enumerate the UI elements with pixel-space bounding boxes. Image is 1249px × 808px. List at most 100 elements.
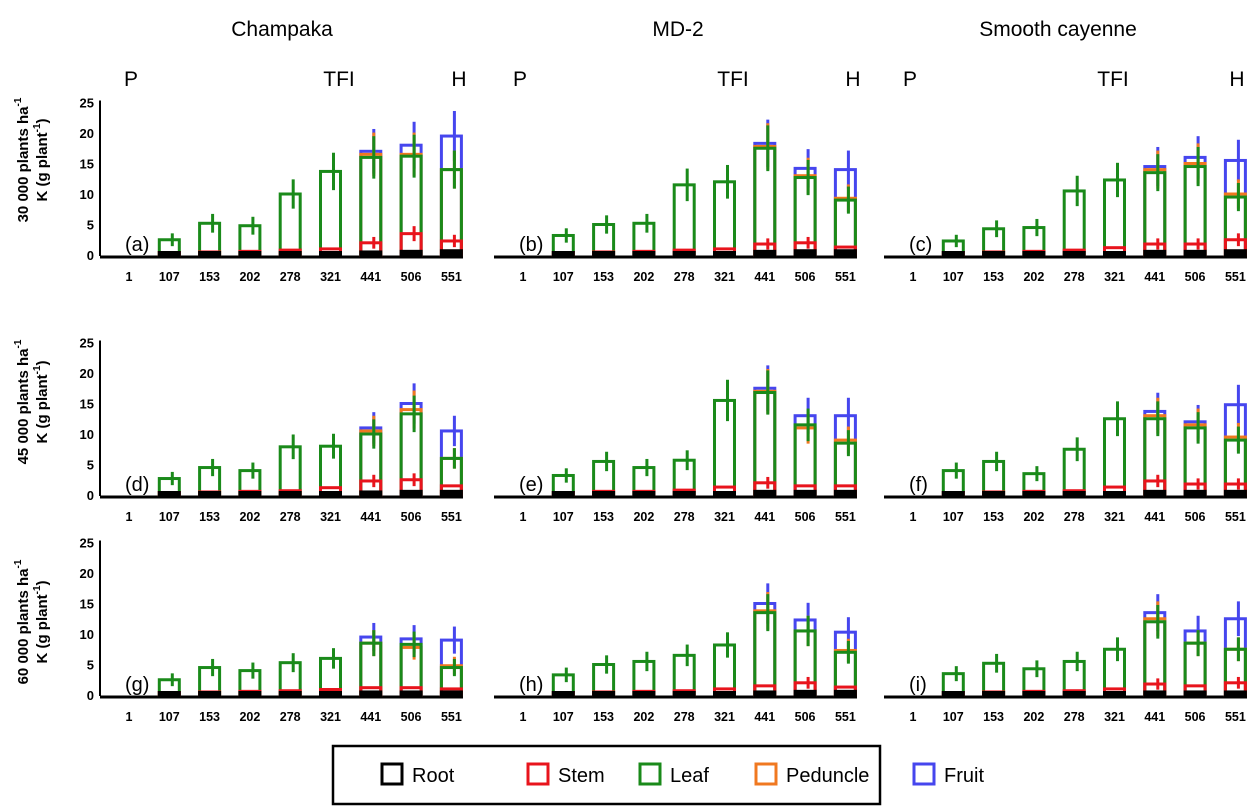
x-tick-label: 321	[320, 710, 341, 724]
bar-fruit	[359, 426, 383, 497]
bar-root	[1062, 491, 1086, 497]
panel-e: (e) 1 107 153 202 278 321 441 506 551	[494, 365, 857, 524]
x-tick-label: 321	[714, 270, 735, 284]
x-tick-label: 202	[239, 510, 260, 524]
svg-text:45 000 plants ha-1: 45 000 plants ha-1	[13, 339, 32, 464]
bar-root	[439, 249, 463, 257]
panel-i: (i) 1 107 153 202 278 321 441 506 551	[884, 594, 1247, 724]
x-tick-label: 551	[441, 270, 462, 284]
panel-d: 0 5 10 15 20 25 (d) 1 107 153 202 278 321 441 506 551	[80, 336, 463, 524]
bar-leaf	[672, 653, 696, 697]
panel-label: (f)	[909, 474, 928, 496]
legend-label-stem: Stem	[558, 765, 605, 787]
bar-peduncle	[359, 152, 383, 257]
x-tick-label: 153	[199, 510, 220, 524]
bar-root	[399, 489, 423, 497]
bar-root	[1183, 489, 1207, 497]
bar-root	[713, 491, 736, 497]
bar-root	[753, 249, 777, 257]
x-tick-label: 278	[280, 510, 301, 524]
x-tick-label: 202	[239, 710, 260, 724]
legend-label-root: Root	[412, 765, 455, 787]
column-title-smooth-cayenne: Smooth cayenne	[979, 18, 1137, 41]
bar-peduncle	[1143, 168, 1167, 257]
x-tick-label: 321	[714, 510, 735, 524]
y-tick-label: 20	[80, 126, 94, 141]
panel-c: (c) 1 107 153 202 278 321 441 506 551	[884, 136, 1247, 284]
bar-peduncle	[359, 429, 383, 497]
bar-leaf	[198, 221, 222, 257]
panel-b: (b) 1 107 153 202 278 321 441 506 551	[494, 119, 857, 284]
bar-root	[632, 491, 656, 497]
bar-leaf	[982, 661, 1006, 697]
bar-root	[753, 489, 777, 497]
bar-peduncle	[1223, 192, 1247, 257]
bar-root	[713, 691, 736, 697]
x-tick-label: 202	[1023, 710, 1044, 724]
y-tick-label: 15	[80, 597, 94, 612]
bar-fruit	[833, 168, 857, 257]
bar-root	[713, 251, 736, 257]
legend-swatch-stem	[526, 762, 550, 786]
bar-root	[793, 489, 817, 497]
y-tick-label: 15	[80, 397, 94, 412]
bar-root	[359, 690, 383, 697]
bar-root	[278, 491, 302, 497]
bar-leaf	[753, 146, 777, 257]
bar-root	[1103, 691, 1126, 697]
bar-root	[793, 689, 817, 697]
x-tick-label: 441	[360, 510, 381, 524]
x-tick-label: 506	[401, 710, 422, 724]
bar-root	[319, 251, 342, 257]
y-tick-label: 20	[80, 366, 94, 381]
y-tick-label: 0	[87, 488, 94, 503]
bar-leaf	[1103, 178, 1126, 257]
bar-fruit	[399, 402, 423, 497]
bar-fruit	[753, 141, 777, 257]
bar-peduncle	[1183, 162, 1207, 257]
stage-marker-p: P	[903, 68, 917, 91]
legend: Root Stem Leaf Peduncle Fruit	[331, 744, 984, 806]
bar-root	[1143, 690, 1167, 697]
x-tick-label: 202	[633, 270, 654, 284]
row-label-60000: 60 000 plants ha-1 K (g plant-1)	[13, 559, 51, 684]
bar-peduncle	[1223, 647, 1247, 697]
bar-fruit	[1223, 403, 1247, 497]
x-tick-label: 506	[1185, 510, 1206, 524]
bar-root	[198, 491, 222, 497]
x-tick-label: 441	[1144, 510, 1165, 524]
bar-root	[632, 691, 656, 697]
bar-leaf	[319, 169, 342, 257]
bar-leaf	[359, 155, 383, 257]
x-tick-label: 107	[553, 710, 574, 724]
bar-root	[672, 251, 696, 257]
column-title-champaka: Champaka	[231, 18, 333, 41]
y-tick-label: 10	[80, 627, 94, 642]
y-tick-label: 10	[80, 427, 94, 442]
bar-root	[278, 251, 302, 257]
bar-root	[1223, 489, 1247, 497]
x-tick-label: 1	[520, 270, 527, 284]
panel-label: (d)	[125, 474, 149, 496]
x-tick-label: 506	[1185, 710, 1206, 724]
y-tick-label: 25	[80, 336, 94, 351]
bar-leaf	[753, 611, 777, 697]
x-tick-label: 441	[754, 510, 775, 524]
bar-root	[1143, 249, 1167, 257]
x-tick-label: 551	[1225, 270, 1246, 284]
stage-marker-h: H	[451, 68, 466, 91]
bar-fruit	[1183, 155, 1207, 257]
bar-root	[238, 251, 262, 257]
bar-peduncle	[399, 408, 423, 497]
x-tick-label: 153	[983, 510, 1004, 524]
x-tick-label: 1	[126, 710, 133, 724]
panel-g: 0 5 10 15 20 25 (g) 1 107 153 202 278 321 441 506 551	[80, 536, 463, 724]
bar-root	[982, 691, 1006, 697]
bar-root	[198, 691, 222, 697]
panel-label: (b)	[519, 234, 543, 256]
y-tick-label: 5	[87, 658, 94, 673]
bar-root	[319, 491, 342, 497]
y-tick-label: 15	[80, 157, 94, 172]
panel-label: (e)	[519, 474, 543, 496]
